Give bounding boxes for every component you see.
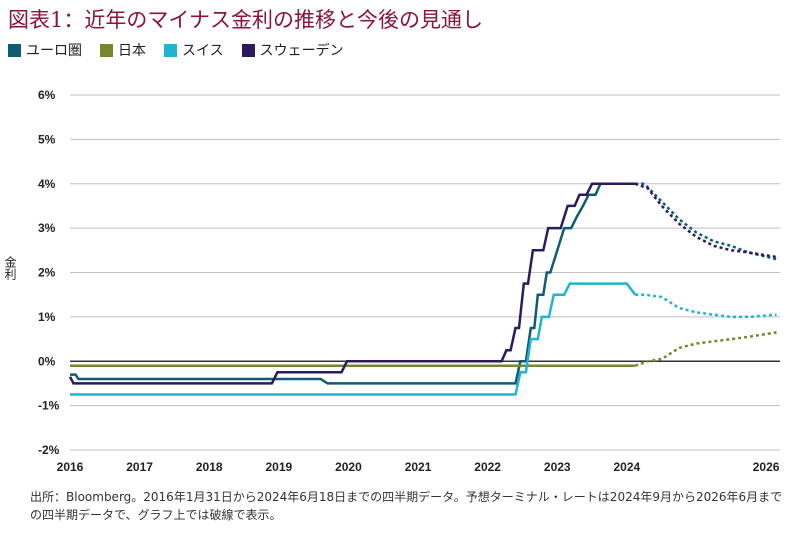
legend-label-eurozone: ユーロ圏 <box>26 43 82 59</box>
x-tick-label: 2016 <box>57 460 84 474</box>
series-forecast-sweden <box>634 182 777 259</box>
legend-item-swiss: スイス <box>164 40 224 60</box>
x-tick-label: 2018 <box>196 460 223 474</box>
y-tick-label: 4% <box>38 177 56 191</box>
x-tick-label: 2026 <box>753 460 780 474</box>
series-forecast-swiss <box>635 293 777 319</box>
legend-label-sweden: スウェーデン <box>259 43 344 59</box>
x-tick-label: 2017 <box>126 460 153 474</box>
y-tick-label: -2% <box>38 443 60 457</box>
legend-item-japan: 日本 <box>100 40 146 60</box>
x-tick-label: 2019 <box>265 460 292 474</box>
footnote: 出所：Bloomberg。2016年1月31日から2024年6月18日までの四半… <box>30 490 783 522</box>
y-tick-label: -1% <box>38 399 60 413</box>
legend-swatch-swiss <box>164 43 177 57</box>
series-line-swiss <box>70 282 637 396</box>
legend-label-japan: 日本 <box>118 43 146 59</box>
legend-swatch-eurozone <box>8 43 21 57</box>
series-forecast-eurozone <box>635 182 777 261</box>
legend: ユーロ圏 日本 スイス スウェーデン <box>8 40 344 60</box>
y-tick-label: 1% <box>38 310 56 324</box>
y-tick-label: 5% <box>38 132 56 146</box>
x-tick-label: 2021 <box>405 460 432 474</box>
x-tick-label: 2023 <box>544 460 571 474</box>
legend-label-swiss: スイス <box>182 43 224 59</box>
y-axis-label: 金利 <box>3 256 17 280</box>
y-tick-label: 2% <box>38 266 56 280</box>
series-line-sweden <box>68 182 636 385</box>
series-forecast-japan <box>634 331 777 367</box>
x-tick-label: 2024 <box>614 460 641 474</box>
x-tick-label: 2022 <box>474 460 501 474</box>
y-tick-label: 6% <box>38 88 56 102</box>
chart-title: 図表1：近年のマイナス金利の推移と今後の見通し <box>8 8 483 32</box>
series-line-eurozone <box>70 182 636 385</box>
x-tick-label: 2020 <box>335 460 362 474</box>
legend-item-eurozone: ユーロ圏 <box>8 40 82 60</box>
legend-swatch-sweden <box>241 43 255 57</box>
legend-swatch-japan <box>100 43 113 57</box>
y-tick-label: 3% <box>38 221 56 235</box>
legend-item-sweden: スウェーデン <box>241 40 344 60</box>
y-tick-label: 0% <box>38 354 56 368</box>
